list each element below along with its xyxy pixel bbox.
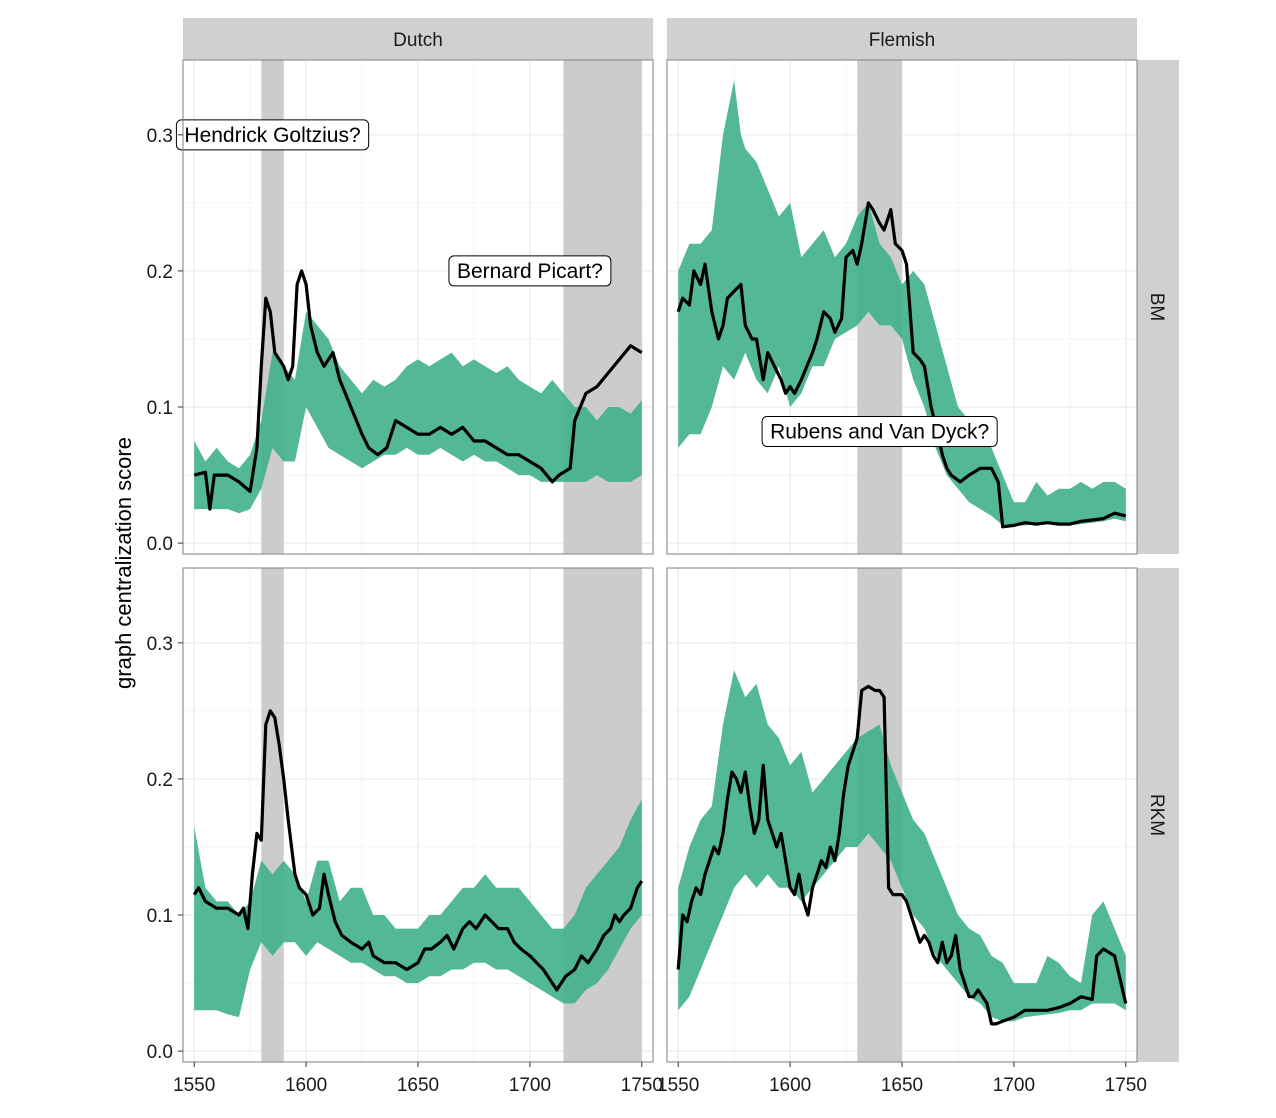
y-tick-label: 0.3 (147, 126, 173, 147)
strip-label-bm: BM (1146, 293, 1167, 322)
y-tick-label: 0.1 (147, 398, 173, 419)
x-tick-label: 1750 (621, 1075, 663, 1096)
x-tick-label: 1650 (881, 1075, 923, 1096)
centralization-line (676, 201, 1127, 529)
y-tick-label: 0.0 (147, 1042, 173, 1063)
y-tick-label: 0.2 (147, 262, 173, 283)
panel-border (666, 59, 1138, 555)
panel-dutch-rkm (182, 567, 654, 1063)
y-tick-label: 0.3 (147, 634, 173, 655)
centralization-line (676, 684, 1128, 1026)
y-axis-title: graph centralization score (111, 437, 136, 689)
x-tick-label: 1650 (397, 1075, 439, 1096)
annotation-box (448, 255, 612, 287)
annotation-box (761, 416, 998, 448)
y-tick-label: 0.0 (147, 534, 173, 555)
strip-label-dutch: Dutch (393, 30, 443, 51)
x-tick-label: 1600 (285, 1075, 327, 1096)
x-tick-label: 1600 (769, 1075, 811, 1096)
panel-flemish-rkm (666, 567, 1138, 1063)
strip-row-rkm (1137, 568, 1179, 1062)
strip-label-flemish: Flemish (869, 30, 936, 51)
x-tick-label: 1550 (173, 1075, 215, 1096)
annotation: Bernard Picart? (448, 255, 612, 287)
x-tick-label: 1550 (657, 1075, 699, 1096)
annotation-label: Hendrick Goltzius? (184, 124, 360, 147)
annotation-label: Rubens and Van Dyck? (770, 421, 989, 444)
strip-column-dutch (183, 18, 653, 60)
strip-label-rkm: RKM (1146, 794, 1167, 836)
panel-flemish-bm: Rubens and Van Dyck? (666, 59, 1138, 555)
panel-border (182, 59, 654, 555)
panel-dutch-bm: Hendrick Goltzius? Bernard Picart? (175, 59, 654, 555)
centralization-line (193, 269, 643, 511)
confidence-band (678, 670, 1126, 1022)
confidence-band (678, 80, 1126, 526)
x-tick-label: 1700 (993, 1075, 1035, 1096)
x-tick-label: 1750 (1105, 1075, 1147, 1096)
y-tick-label: 0.2 (147, 770, 173, 791)
annotation: Rubens and Van Dyck? (761, 416, 998, 448)
annotation-box (175, 119, 370, 151)
strip-column-flemish (667, 18, 1137, 60)
strip-row-bm (1137, 60, 1179, 554)
y-tick-label: 0.1 (147, 906, 173, 927)
annotation: Hendrick Goltzius? (175, 119, 370, 151)
annotation-label: Bernard Picart? (457, 260, 603, 283)
highlight-region (261, 568, 284, 1062)
x-tick-label: 1700 (509, 1075, 551, 1096)
centralization-line (192, 709, 644, 992)
confidence-band (194, 799, 642, 1018)
